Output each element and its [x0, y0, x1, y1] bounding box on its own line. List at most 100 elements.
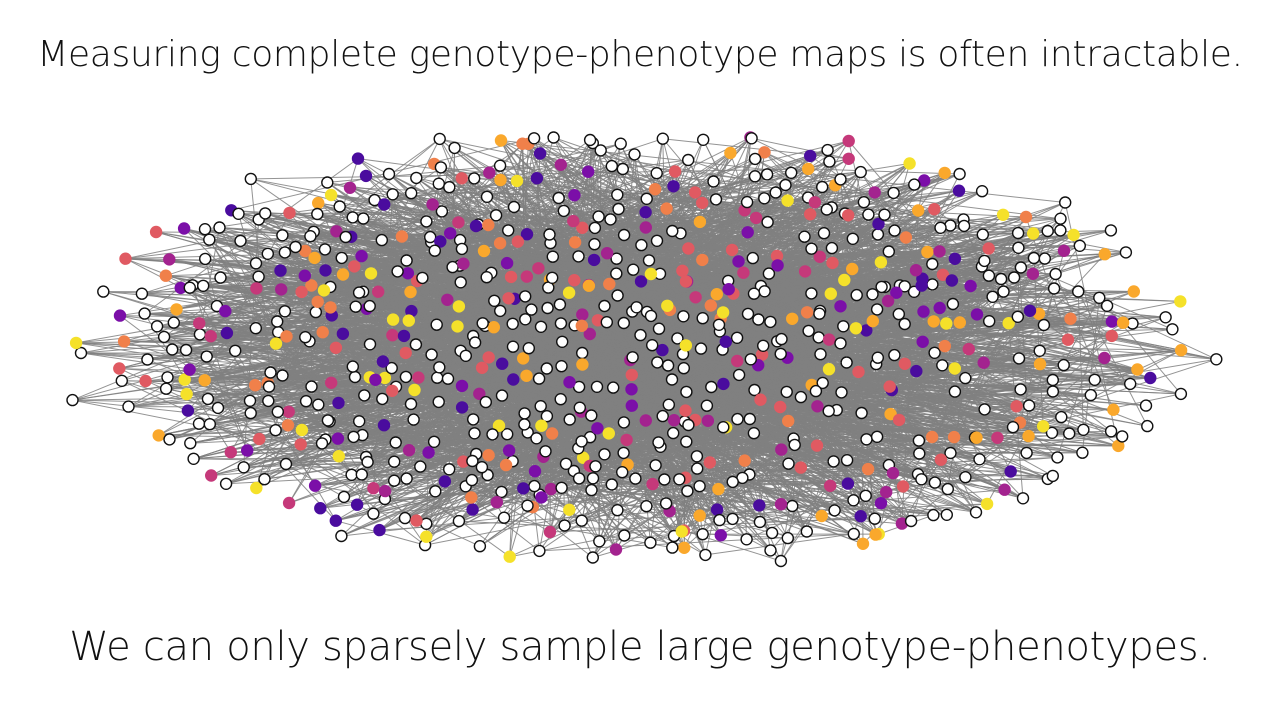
unmeasured-genotype-node: [135, 287, 149, 300]
measured-genotype-node: [324, 188, 338, 202]
measured-genotype-node: [502, 444, 516, 457]
unmeasured-genotype-node: [847, 527, 860, 541]
network-edge: [699, 420, 709, 516]
unmeasured-genotype-node: [748, 170, 762, 183]
unmeasured-genotype-node: [640, 500, 653, 513]
unmeasured-genotype-node: [1046, 469, 1060, 483]
measured-genotype-node: [535, 491, 548, 504]
network-edge: [737, 360, 1114, 411]
measured-genotype-node: [355, 249, 368, 263]
unmeasured-genotype-node: [201, 392, 215, 406]
network-edge: [310, 225, 965, 237]
unmeasured-genotype-node: [765, 526, 779, 540]
unmeasured-genotype-node: [335, 251, 348, 265]
unmeasured-genotype-node: [882, 245, 895, 258]
unmeasured-genotype-node: [1012, 352, 1026, 365]
measured-genotype-node: [738, 454, 751, 467]
network-edge: [539, 533, 854, 552]
unmeasured-genotype-node: [779, 178, 792, 192]
unmeasured-genotype-node: [539, 445, 552, 458]
measured-genotype-node: [952, 184, 966, 197]
unmeasured-genotype-node: [493, 159, 507, 172]
unmeasured-genotype-node: [659, 497, 673, 510]
unmeasured-genotype-node: [983, 315, 996, 328]
unmeasured-genotype-node: [816, 376, 829, 390]
measured-genotype-node: [494, 173, 507, 187]
measured-genotype-node: [282, 496, 296, 510]
unmeasured-genotype-node: [363, 299, 376, 313]
measured-genotype-node: [644, 267, 658, 281]
measured-genotype-node: [274, 264, 287, 277]
measured-genotype-node: [639, 205, 652, 219]
unmeasured-genotype-node: [429, 485, 442, 498]
measured-genotype-node: [675, 525, 688, 538]
unmeasured-genotype-node: [446, 260, 459, 274]
measured-genotype-node: [874, 256, 888, 269]
measured-genotype-node: [712, 482, 725, 496]
unmeasured-genotype-node: [871, 228, 885, 241]
unmeasured-genotype-node: [646, 339, 659, 352]
unmeasured-genotype-node: [957, 219, 971, 233]
measured-genotype-node: [899, 231, 913, 244]
unmeasured-genotype-node: [809, 384, 823, 398]
unmeasured-genotype-node: [616, 466, 629, 479]
unmeasured-genotype-node: [430, 318, 443, 331]
unmeasured-genotype-node: [476, 317, 489, 330]
measured-genotype-node: [602, 427, 615, 440]
measured-genotype-node: [912, 204, 925, 217]
unmeasured-genotype-node: [228, 344, 242, 357]
measured-genotype-node: [359, 169, 373, 183]
measured-genotype-node: [781, 194, 794, 207]
measured-genotype-node: [280, 330, 293, 343]
unmeasured-genotype-node: [805, 242, 818, 255]
measured-genotype-node: [688, 186, 702, 199]
unmeasured-genotype-node: [673, 473, 686, 486]
unmeasured-genotype-node: [1041, 224, 1054, 238]
unmeasured-genotype-node: [573, 401, 586, 414]
unmeasured-genotype-node: [610, 252, 623, 265]
network-edge: [395, 442, 1119, 447]
unmeasured-genotype-node: [468, 427, 481, 440]
measured-genotype-node: [317, 284, 331, 297]
unmeasured-genotype-node: [289, 240, 302, 254]
measured-genotype-node: [183, 363, 196, 376]
unmeasured-genotype-node: [167, 316, 181, 329]
unmeasured-genotype-node: [557, 204, 570, 218]
unmeasured-genotype-node: [304, 229, 317, 243]
unmeasured-genotype-node: [928, 476, 942, 489]
measured-genotype-node: [689, 291, 702, 304]
unmeasured-genotype-node: [398, 511, 412, 525]
unmeasured-genotype-node: [352, 286, 366, 299]
unmeasured-genotype-node: [875, 280, 888, 294]
unmeasured-genotype-node: [1174, 387, 1188, 401]
unmeasured-genotype-node: [534, 400, 547, 413]
unmeasured-genotype-node: [764, 315, 777, 329]
measured-genotype-node: [802, 162, 815, 176]
unmeasured-genotype-node: [347, 430, 360, 444]
network-edge: [342, 274, 969, 350]
unmeasured-genotype-node: [644, 309, 658, 323]
unmeasured-genotype-node: [946, 297, 960, 311]
unmeasured-genotype-node: [600, 316, 613, 329]
unmeasured-genotype-node: [611, 289, 624, 302]
measured-genotype-node: [494, 134, 508, 147]
unmeasured-genotype-node: [261, 247, 274, 261]
measured-genotype-node: [376, 355, 390, 368]
unmeasured-genotype-node: [150, 320, 164, 333]
measured-genotype-node: [842, 134, 855, 148]
unmeasured-genotype-node: [666, 541, 679, 554]
unmeasured-genotype-node: [558, 519, 571, 532]
unmeasured-genotype-node: [554, 393, 567, 406]
unmeasured-genotype-node: [887, 186, 900, 200]
unmeasured-genotype-node: [827, 455, 840, 468]
unmeasured-genotype-node: [936, 359, 949, 372]
network-edge: [189, 287, 890, 388]
unmeasured-genotype-node: [805, 287, 818, 300]
unmeasured-genotype-node: [386, 188, 399, 201]
unmeasured-genotype-node: [774, 347, 787, 361]
unmeasured-genotype-node: [441, 372, 455, 385]
measured-genotype-node: [910, 364, 923, 378]
measured-genotype-node: [782, 414, 795, 428]
unmeasured-genotype-node: [219, 477, 233, 490]
measured-genotype-node: [714, 529, 727, 542]
